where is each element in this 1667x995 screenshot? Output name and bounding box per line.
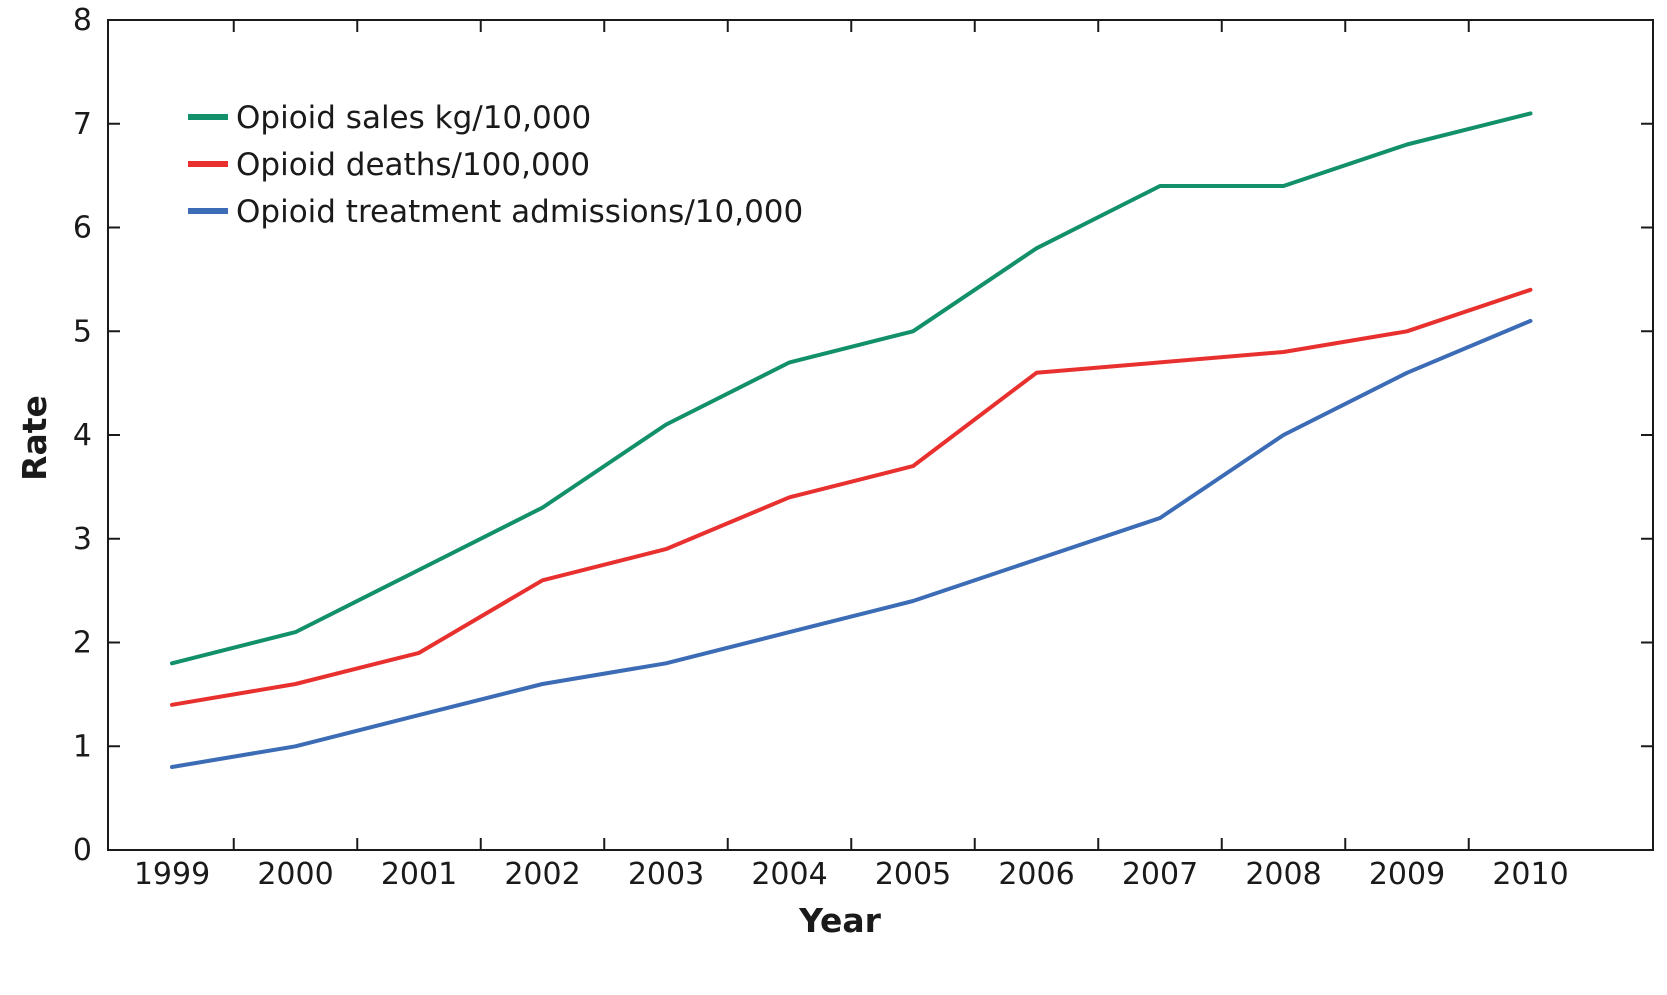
y-axis-tick-labels: 0 1 2 3 4 5 6 7 8 [73, 3, 92, 868]
y-tick-label: 0 [73, 833, 92, 868]
axis-ticks [108, 20, 1653, 850]
legend: Opioid sales kg/10,000 Opioid deaths/100,… [188, 100, 803, 230]
plot-area-frame [107, 19, 1654, 851]
legend-label: Opioid sales kg/10,000 [236, 100, 591, 136]
x-axis-tick-labels: 1999 2000 2001 2002 2003 2004 2005 2006 2007 2008… [134, 857, 1569, 892]
y-tick-label: 3 [73, 522, 92, 557]
x-tick-label: 2000 [257, 857, 333, 892]
y-tick-label: 8 [73, 3, 92, 38]
y-tick-label: 2 [73, 626, 92, 661]
x-tick-label: 2009 [1369, 857, 1445, 892]
x-tick-label: 2001 [381, 857, 457, 892]
x-tick-label: 2008 [1245, 857, 1321, 892]
series-line-1 [170, 111, 1533, 666]
x-tick-label: 2006 [998, 857, 1074, 892]
legend-label: Opioid treatment admissions/10,000 [236, 194, 803, 230]
x-tick-label: 2002 [504, 857, 580, 892]
series-line-3 [170, 318, 1533, 769]
y-tick-label: 7 [73, 107, 92, 142]
x-tick-label: 2005 [875, 857, 951, 892]
y-tick-label: 4 [73, 418, 92, 453]
y-tick-label: 6 [73, 211, 92, 246]
y-tick-label: 5 [73, 314, 92, 349]
x-tick-label: 1999 [134, 857, 210, 892]
x-tick-label: 2010 [1492, 857, 1568, 892]
y-axis-title: Rate [15, 395, 54, 481]
x-axis-title: Year [798, 901, 882, 940]
y-tick-label: 1 [73, 729, 92, 764]
series-line-2 [170, 287, 1533, 707]
x-tick-label: 2007 [1122, 857, 1198, 892]
series-lines [170, 111, 1533, 769]
x-tick-label: 2003 [628, 857, 704, 892]
x-tick-label: 2004 [751, 857, 827, 892]
legend-label: Opioid deaths/100,000 [236, 147, 590, 183]
